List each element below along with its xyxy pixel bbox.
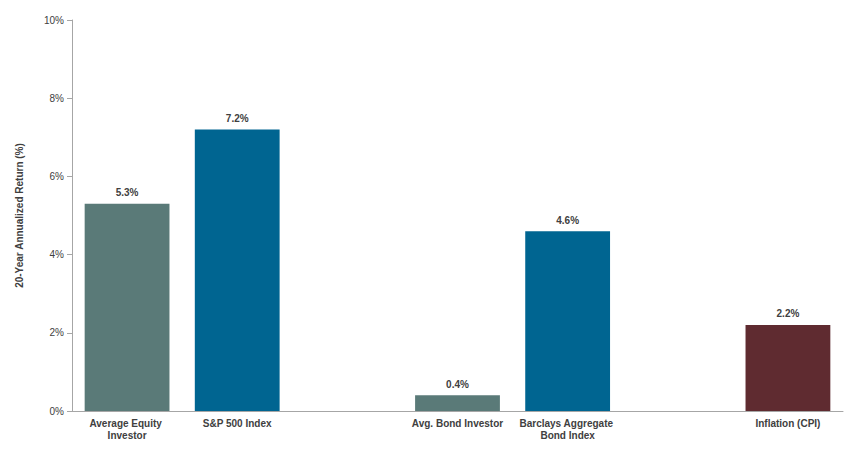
svg-text:Investor: Investor: [108, 430, 147, 441]
svg-text:7.2%: 7.2%: [226, 113, 249, 124]
svg-text:Bond Index: Bond Index: [540, 430, 595, 441]
svg-text:Avg. Bond Investor: Avg. Bond Investor: [412, 418, 503, 429]
svg-text:6%: 6%: [50, 171, 65, 182]
svg-text:0%: 0%: [50, 406, 65, 417]
svg-text:Inflation (CPI): Inflation (CPI): [755, 418, 820, 429]
svg-text:4.6%: 4.6%: [556, 215, 579, 226]
svg-text:0.4%: 0.4%: [446, 379, 469, 390]
svg-text:20-Year Annualized Return (%): 20-Year Annualized Return (%): [14, 143, 25, 288]
svg-text:8%: 8%: [50, 93, 65, 104]
svg-text:Average Equity: Average Equity: [89, 418, 164, 429]
svg-text:10%: 10%: [44, 15, 64, 26]
svg-text:5.3%: 5.3%: [116, 187, 139, 198]
svg-text:2.2%: 2.2%: [777, 308, 800, 319]
svg-text:Barclays Aggregate: Barclays Aggregate: [519, 418, 615, 429]
svg-text:2%: 2%: [50, 327, 65, 338]
svg-text:4%: 4%: [50, 249, 65, 260]
svg-text:S&P 500 Index: S&P 500 Index: [203, 418, 272, 429]
